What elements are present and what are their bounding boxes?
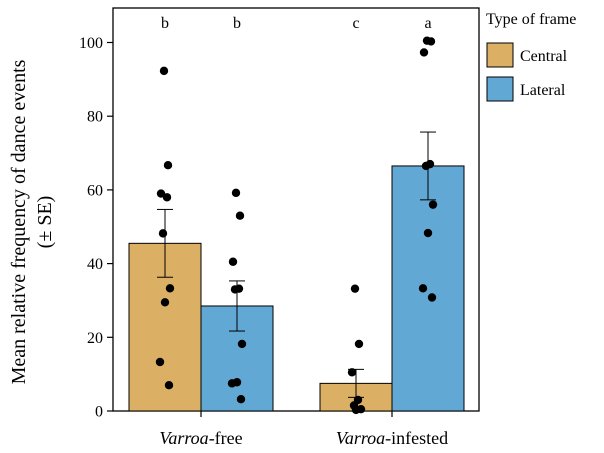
data-point-central-group-1: [155, 357, 165, 367]
data-point-central-group-2: [350, 284, 360, 293]
legend-label-lateral: Lateral: [520, 82, 566, 99]
category-label-italic-part: Varroa: [336, 428, 385, 448]
y-tick-label-20: 20: [87, 330, 103, 347]
significance-letters-layer: b cb a: [161, 15, 432, 32]
legend-swatch-lateral: [486, 76, 514, 102]
error-bar-central-group-1: [157, 208, 173, 278]
data-point-lateral-group-1: [235, 211, 245, 220]
data-point-central-group-1: [164, 381, 174, 390]
data-point-central-group-1: [165, 284, 175, 293]
data-point-central-group-1: [160, 298, 170, 307]
data-point-lateral-group-1: [237, 339, 247, 349]
category-label-suffix: -free: [209, 428, 243, 448]
error-bars-layer: [157, 131, 436, 398]
legend-label-central: Central: [520, 48, 568, 65]
x-category-label-1: Varroa-free: [159, 428, 242, 448]
plot-frame: [112, 7, 480, 412]
significance-letter-central-group-1: b: [161, 15, 169, 32]
data-point-lateral-group-2: [423, 228, 433, 238]
data-point-lateral-group-2: [427, 293, 437, 302]
y-axis: 0 20 40 60 80 100: [79, 35, 113, 421]
data-point-central-group-2: [351, 405, 361, 415]
data-point-central-group-1: [162, 193, 172, 202]
y-tick-label-80: 80: [87, 109, 103, 126]
data-point-central-group-1: [163, 161, 173, 170]
data-point-central-group-1: [156, 189, 166, 198]
significance-letter-lateral-group-2: a: [424, 15, 431, 32]
y-axis-title: Mean relative frequency of dance events …: [8, 59, 56, 384]
y-tick-label-40: 40: [87, 256, 103, 273]
legend-swatch-central: [486, 42, 514, 68]
data-point-lateral-group-2: [419, 48, 429, 57]
data-point-central-group-2: [347, 368, 357, 377]
significance-letter-lateral-group-1: b: [233, 15, 241, 32]
bars-layer: [128, 165, 465, 412]
y-tick-label-60: 60: [87, 182, 103, 199]
x-category-label-2: Varroa-infested: [336, 428, 448, 448]
data-point-lateral-group-1: [227, 379, 237, 388]
data-point-central-group-1: [159, 66, 169, 76]
y-axis-label: Mean relative frequency of dance events: [8, 59, 30, 384]
y-axis-label-se: (± SE): [34, 196, 56, 249]
y-tick-label-100: 100: [79, 35, 103, 52]
category-label-suffix: -infested: [385, 428, 448, 448]
data-point-lateral-group-2: [428, 200, 438, 209]
legend-title: Type of frame: [486, 11, 576, 28]
legend: Type of frame Central Lateral: [486, 11, 576, 102]
data-point-lateral-group-2: [426, 37, 436, 46]
data-point-lateral-group-1: [236, 395, 246, 404]
plot-area: b cb a: [112, 7, 480, 415]
data-point-lateral-group-1: [230, 285, 240, 294]
data-point-central-group-2: [354, 339, 364, 349]
data-point-lateral-group-1: [231, 188, 241, 198]
data-point-lateral-group-2: [421, 161, 431, 171]
data-point-lateral-group-1: [228, 257, 238, 266]
data-point-central-group-1: [158, 229, 168, 238]
bar-lateral-group-2: [391, 165, 465, 412]
significance-letter-central-group-2: c: [352, 15, 359, 32]
points-layer: [155, 36, 438, 415]
data-point-lateral-group-2: [418, 284, 428, 293]
y-tick-label-0: 0: [95, 404, 103, 421]
category-label-italic-part: Varroa: [159, 428, 208, 448]
x-axis: Varroa-free Varroa-infested: [159, 411, 448, 448]
